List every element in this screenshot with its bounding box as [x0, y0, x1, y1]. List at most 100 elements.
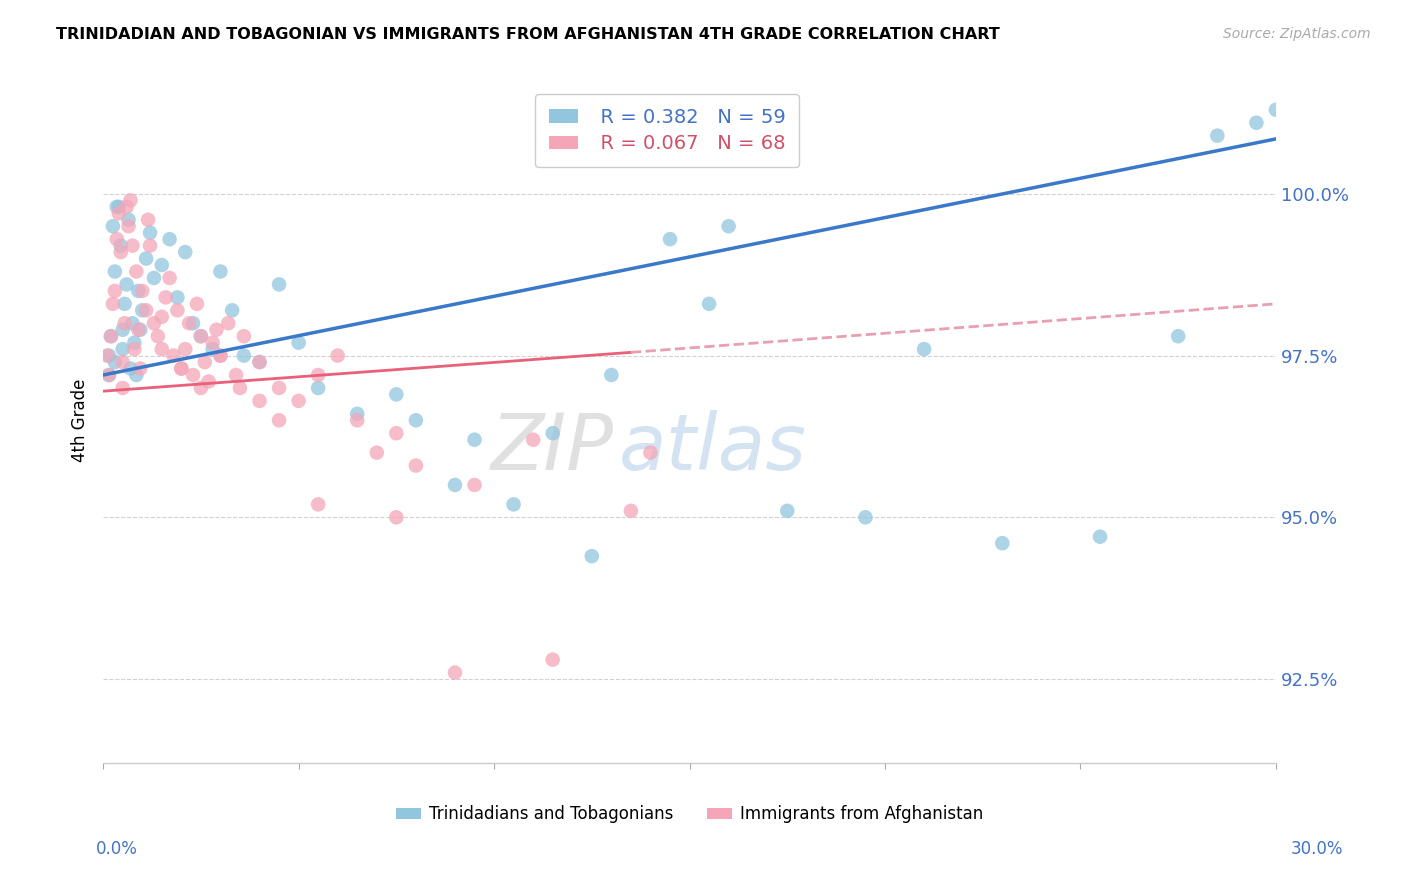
- Point: [159, 232, 181, 246]
- Point: [135, 252, 157, 266]
- Point: [98, 368, 121, 382]
- Point: [405, 458, 427, 473]
- Point: [98, 368, 121, 382]
- Point: [307, 368, 329, 382]
- Point: [232, 349, 254, 363]
- Point: [127, 284, 149, 298]
- Point: [287, 335, 309, 350]
- Point: [620, 504, 643, 518]
- Point: [127, 323, 149, 337]
- Point: [179, 316, 201, 330]
- Point: [166, 290, 188, 304]
- Point: [129, 361, 152, 376]
- Point: [125, 368, 148, 382]
- Point: [267, 277, 290, 292]
- Text: ZIP: ZIP: [491, 409, 613, 486]
- Point: [104, 284, 127, 298]
- Point: [110, 238, 132, 252]
- Point: [98, 349, 121, 363]
- Point: [120, 194, 142, 208]
- Point: [115, 200, 138, 214]
- Point: [229, 381, 252, 395]
- Point: [225, 368, 247, 382]
- Point: [1088, 530, 1111, 544]
- Point: [174, 245, 197, 260]
- Text: 30.0%: 30.0%: [1291, 840, 1343, 858]
- Point: [1246, 116, 1268, 130]
- Point: [186, 297, 208, 311]
- Point: [205, 323, 228, 337]
- Point: [659, 232, 682, 246]
- Point: [100, 329, 122, 343]
- Point: [541, 652, 564, 666]
- Point: [197, 375, 219, 389]
- Point: [249, 355, 271, 369]
- Point: [100, 329, 122, 343]
- Point: [307, 497, 329, 511]
- Point: [150, 258, 173, 272]
- Point: [249, 393, 271, 408]
- Point: [717, 219, 740, 234]
- Point: [1206, 128, 1229, 143]
- Point: [366, 445, 388, 459]
- Point: [209, 264, 232, 278]
- Point: [181, 368, 204, 382]
- Point: [1265, 103, 1288, 117]
- Point: [991, 536, 1014, 550]
- Text: Source: ZipAtlas.com: Source: ZipAtlas.com: [1223, 27, 1371, 41]
- Point: [124, 335, 146, 350]
- Point: [117, 212, 139, 227]
- Point: [139, 226, 162, 240]
- Point: [326, 349, 349, 363]
- Point: [201, 335, 224, 350]
- Text: 0.0%: 0.0%: [96, 840, 138, 858]
- Point: [125, 264, 148, 278]
- Point: [640, 445, 662, 459]
- Point: [385, 510, 408, 524]
- Point: [194, 355, 217, 369]
- Point: [232, 329, 254, 343]
- Point: [150, 310, 173, 324]
- Point: [174, 342, 197, 356]
- Point: [104, 355, 127, 369]
- Point: [464, 433, 486, 447]
- Point: [190, 329, 212, 343]
- Point: [267, 381, 290, 395]
- Point: [776, 504, 799, 518]
- Point: [146, 329, 169, 343]
- Point: [181, 316, 204, 330]
- Point: [114, 316, 136, 330]
- Point: [581, 549, 603, 563]
- Point: [267, 413, 290, 427]
- Point: [464, 478, 486, 492]
- Point: [405, 413, 427, 427]
- Point: [855, 510, 877, 524]
- Text: TRINIDADIAN AND TOBAGONIAN VS IMMIGRANTS FROM AFGHANISTAN 4TH GRADE CORRELATION : TRINIDADIAN AND TOBAGONIAN VS IMMIGRANTS…: [56, 27, 1000, 42]
- Point: [201, 342, 224, 356]
- Point: [1167, 329, 1189, 343]
- Point: [124, 342, 146, 356]
- Point: [385, 387, 408, 401]
- Point: [101, 219, 124, 234]
- Point: [170, 361, 193, 376]
- Point: [166, 303, 188, 318]
- Point: [121, 316, 143, 330]
- Point: [162, 349, 184, 363]
- Point: [110, 245, 132, 260]
- Point: [159, 271, 181, 285]
- Point: [101, 297, 124, 311]
- Text: atlas: atlas: [619, 409, 807, 486]
- Point: [444, 665, 467, 680]
- Point: [104, 264, 127, 278]
- Point: [111, 342, 134, 356]
- Point: [385, 426, 408, 441]
- Point: [190, 381, 212, 395]
- Point: [111, 355, 134, 369]
- Point: [287, 393, 309, 408]
- Point: [111, 323, 134, 337]
- Point: [105, 200, 128, 214]
- Point: [522, 433, 544, 447]
- Legend: Trinidadians and Tobagonians, Immigrants from Afghanistan: Trinidadians and Tobagonians, Immigrants…: [395, 805, 983, 823]
- Point: [444, 478, 467, 492]
- Point: [541, 426, 564, 441]
